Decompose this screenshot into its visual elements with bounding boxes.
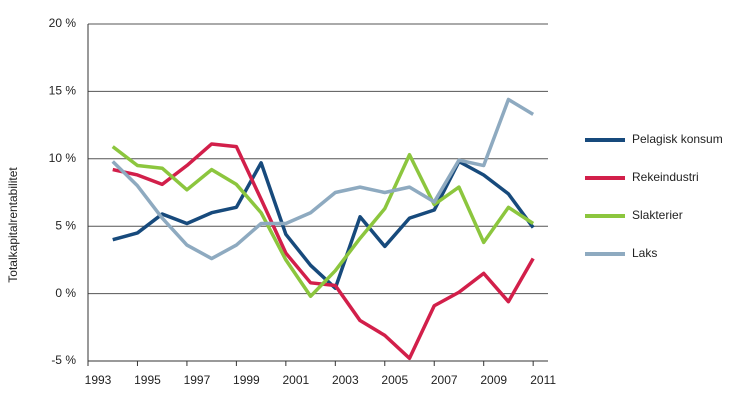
series-line [111, 97, 535, 261]
y-tick-label: -5 % [51, 353, 76, 367]
legend-label: Rekeindustri [632, 170, 699, 184]
x-tick-label: 2005 [381, 373, 408, 387]
x-tick-label: 2007 [431, 373, 458, 387]
x-tick-label: 1999 [233, 373, 260, 387]
y-tick-label: 0 % [55, 286, 76, 300]
series-line [112, 159, 535, 290]
series-line [111, 145, 535, 299]
x-tick-label: 2003 [332, 373, 359, 387]
x-tick-label: 2001 [282, 373, 309, 387]
x-tick-label: 1993 [85, 373, 112, 387]
legend-label: Pelagisk konsum [632, 132, 723, 146]
y-tick-label: 15 % [49, 84, 77, 98]
y-tick-label: 5 % [55, 218, 76, 232]
x-tick-label: 2009 [480, 373, 507, 387]
series-line [112, 142, 535, 361]
x-tick-label: 1995 [134, 373, 161, 387]
legend-label: Slakterier [632, 208, 683, 222]
x-tick-label: 2011 [530, 373, 556, 387]
y-tick-label: 20 % [49, 16, 77, 30]
y-tick-label: 10 % [49, 151, 77, 165]
y-axis-label: Totalkapitalrentabilitet [6, 167, 20, 283]
legend-label: Laks [632, 246, 657, 260]
x-tick-label: 1997 [184, 373, 211, 387]
